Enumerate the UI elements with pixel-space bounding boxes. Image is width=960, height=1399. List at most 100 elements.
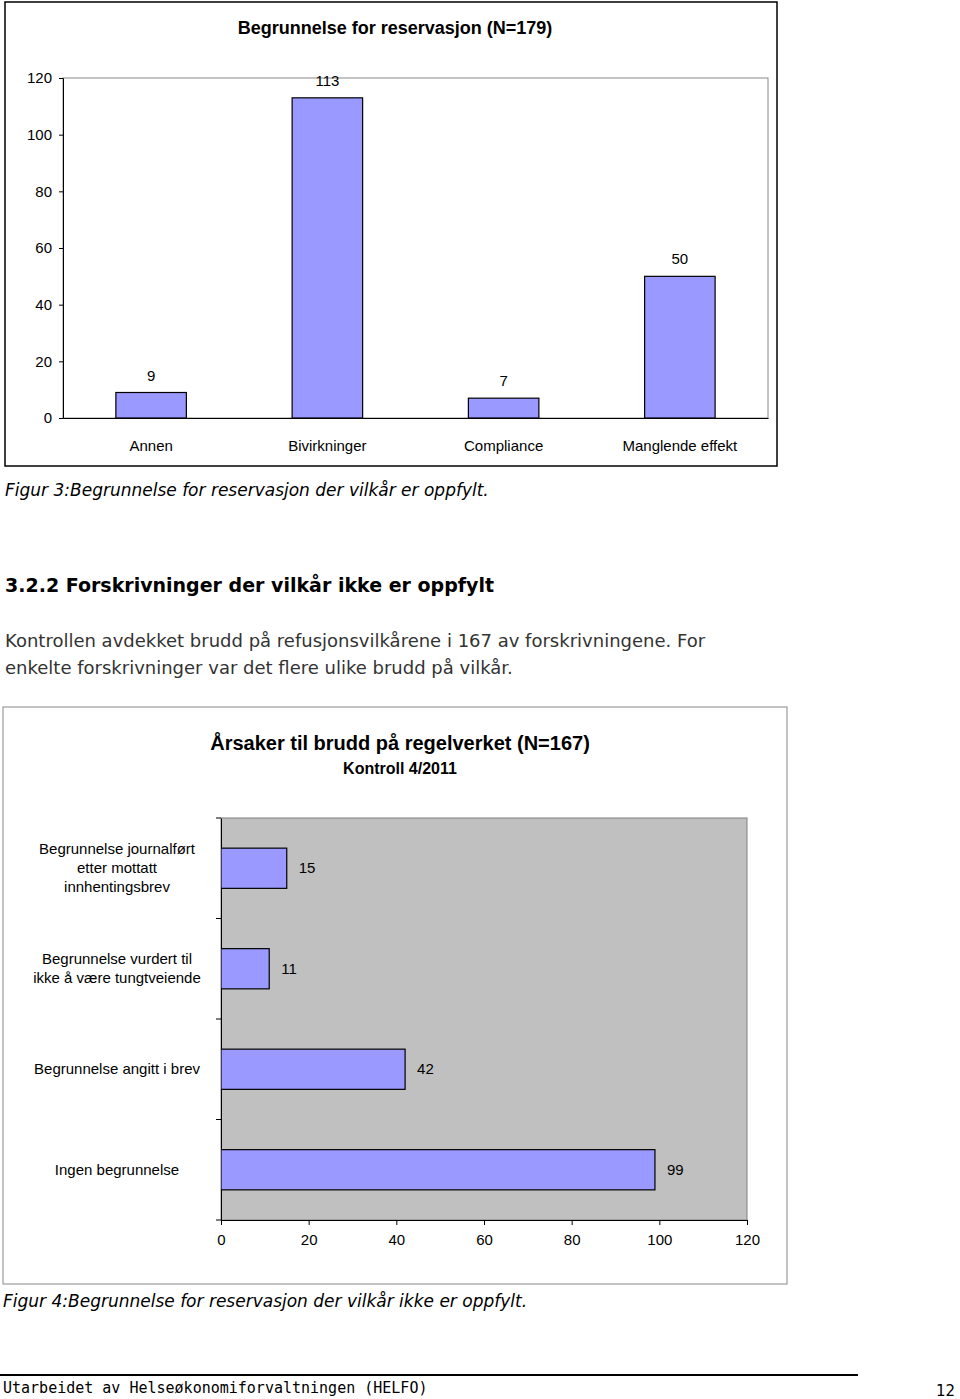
- y-tick-label: Begrunnelse journalført etter mottatt innh…: [39, 840, 196, 895]
- footer-rule: [0, 1374, 858, 1376]
- bar: [221, 1049, 405, 1089]
- x-axis: 0 20 40 60 80 100 120: [217, 1220, 760, 1248]
- x-tick: Compliance: [464, 418, 543, 454]
- category-separators: [216, 818, 221, 1220]
- y-tick-mark: [59, 78, 63, 79]
- paragraph-line: Kontrollen avdekket brudd på refusjonsvi…: [5, 630, 706, 651]
- x-tick-label: 40: [388, 1231, 405, 1248]
- x-tick-mark: [747, 1220, 748, 1225]
- y-tick-label: Begrunnelse angitt i brev: [34, 1060, 200, 1077]
- chart-title: Årsaker til brudd på regelverket (N=167): [210, 731, 590, 754]
- x-tick: Manglende effekt: [622, 418, 738, 454]
- y-tick: 100: [27, 126, 63, 143]
- y-tick: 120: [27, 69, 63, 86]
- y-tick-label: 100: [27, 126, 52, 143]
- x-tick: 40: [388, 1220, 405, 1248]
- y-tick: Begrunnelse journalført etter mottatt innh…: [39, 840, 221, 895]
- chart-frame: [3, 707, 787, 1284]
- x-tick: 80: [564, 1220, 581, 1248]
- x-tick: 120: [735, 1220, 760, 1248]
- y-tick-label: 120: [27, 69, 52, 86]
- data-label: 42: [417, 1060, 434, 1077]
- y-tick: Ingen begrunnelse: [55, 1161, 221, 1178]
- x-tick-label: 0: [217, 1231, 225, 1248]
- x-tick-mark: [309, 1220, 310, 1225]
- y-tick: 60: [35, 239, 63, 256]
- y-tick-label: Ingen begrunnelse: [55, 1161, 179, 1178]
- bar: [116, 393, 187, 419]
- x-tick: 60: [476, 1220, 493, 1248]
- y-tick: 40: [35, 296, 63, 313]
- paragraph-line: enkelte forskrivninger var det flere uli…: [5, 657, 513, 678]
- x-tick-mark: [221, 1220, 222, 1225]
- bars: [221, 848, 655, 1190]
- y-tick-label-line: Begrunnelse angitt i brev: [34, 1060, 200, 1077]
- y-tick: 20: [35, 353, 63, 370]
- y-tick-label: 0: [44, 409, 52, 426]
- figure-caption: Figur 3:Begrunnelse for reservasjon der …: [5, 480, 489, 500]
- y-tick-label-line: ikke å være tungtveiende: [33, 969, 201, 986]
- y-tick: Begrunnelse angitt i brev: [34, 1060, 221, 1077]
- bar: [221, 949, 269, 989]
- category-separator: [216, 818, 221, 819]
- y-tick: Begrunnelse vurdert til ikke å være tungt…: [33, 950, 221, 986]
- y-tick-label-line: innhentingsbrev: [64, 878, 170, 895]
- data-label: 99: [667, 1161, 684, 1178]
- data-label: 15: [299, 859, 316, 876]
- category-separator: [216, 1019, 221, 1020]
- x-tick: 0: [217, 1220, 225, 1248]
- y-tick-label-line: Begrunnelse vurdert til: [42, 950, 192, 967]
- category-separator: [216, 1220, 221, 1221]
- figure-caption: Figur 4:Begrunnelse for reservasjon der …: [3, 1291, 527, 1311]
- y-axis-line: [59, 79, 64, 419]
- x-tick-label: Bivirkninger: [288, 437, 366, 454]
- data-label: 50: [672, 250, 689, 267]
- data-label: 113: [315, 72, 339, 89]
- data-label: 11: [281, 960, 297, 977]
- bar: [221, 848, 287, 888]
- x-tick-label: 60: [476, 1231, 493, 1248]
- x-tick-mark: [659, 1220, 660, 1225]
- y-tick-mark: [59, 248, 63, 249]
- x-tick-mark: [396, 1220, 397, 1225]
- y-tick-label-line: Begrunnelse journalført: [39, 840, 196, 857]
- x-tick-label: Annen: [129, 437, 172, 454]
- bar: [468, 398, 539, 418]
- y-tick-label: 40: [35, 296, 52, 313]
- y-axis: Begrunnelse journalført etter mottatt innh…: [33, 819, 221, 1221]
- data-labels: 15 11 42 99: [281, 859, 683, 1178]
- x-axis: Annen Bivirkninger Compliance Manglende eff…: [64, 418, 769, 454]
- plot-frame: [63, 78, 768, 418]
- y-axis: 0 20 40 60 80 100 120: [27, 69, 64, 426]
- y-tick-label-line: etter mottatt: [77, 859, 158, 876]
- y-tick-mark: [59, 418, 63, 419]
- x-tick-mark: [572, 1220, 573, 1225]
- page-number: 12: [936, 1382, 955, 1399]
- x-tick-label: Manglende effekt: [622, 437, 738, 454]
- y-tick-label: 80: [35, 183, 52, 200]
- x-tick-label: 100: [647, 1231, 672, 1248]
- chart-frame: [5, 2, 777, 466]
- y-tick-label-line: Ingen begrunnelse: [55, 1161, 179, 1178]
- data-labels: 9 113 7 50: [147, 72, 688, 389]
- y-tick-mark: [59, 305, 63, 306]
- data-label: 7: [499, 372, 507, 389]
- section-heading: 3.2.2 Forskrivninger der vilkår ikke er …: [5, 573, 494, 596]
- y-tick-mark: [59, 361, 63, 362]
- x-axis-line: [64, 418, 769, 419]
- y-tick-mark: [59, 191, 63, 192]
- y-tick-label: 60: [35, 239, 52, 256]
- category-separator: [216, 1119, 221, 1120]
- category-separator: [216, 918, 221, 919]
- x-tick: 20: [301, 1220, 318, 1248]
- x-tick-label: 80: [564, 1231, 581, 1248]
- plot-area: [221, 818, 747, 1220]
- data-label: 9: [147, 367, 155, 384]
- y-tick: 0: [44, 409, 63, 426]
- bar: [292, 98, 363, 418]
- footer-text: Utarbeidet av Helseøkonomiforvaltningen …: [3, 1379, 427, 1397]
- x-axis-line: [222, 1221, 748, 1226]
- chart-subtitle: Kontroll 4/2011: [343, 760, 457, 777]
- page: Begrunnelse for reservasjon (N=179)02040…: [0, 0, 960, 1399]
- x-tick-label: Compliance: [464, 437, 543, 454]
